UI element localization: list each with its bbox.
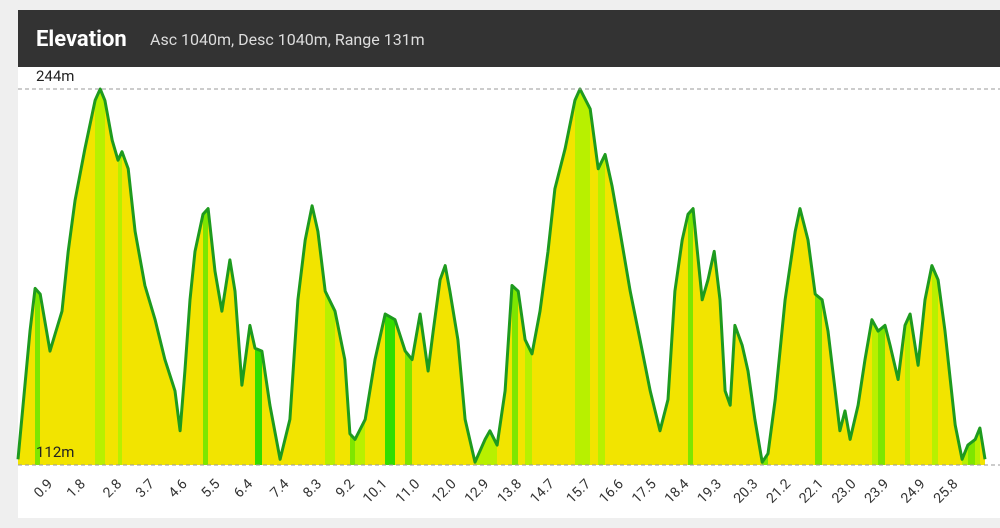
y-tick-label: 112m xyxy=(36,443,74,461)
chart-title: Elevation xyxy=(36,27,127,52)
chart-subtitle: Asc 1040m, Desc 1040m, Range 131m xyxy=(150,30,425,49)
header-bar xyxy=(18,10,1000,67)
elevation-line xyxy=(16,87,987,464)
elevation-area xyxy=(18,89,985,465)
y-tick-label: 244m xyxy=(36,67,74,85)
